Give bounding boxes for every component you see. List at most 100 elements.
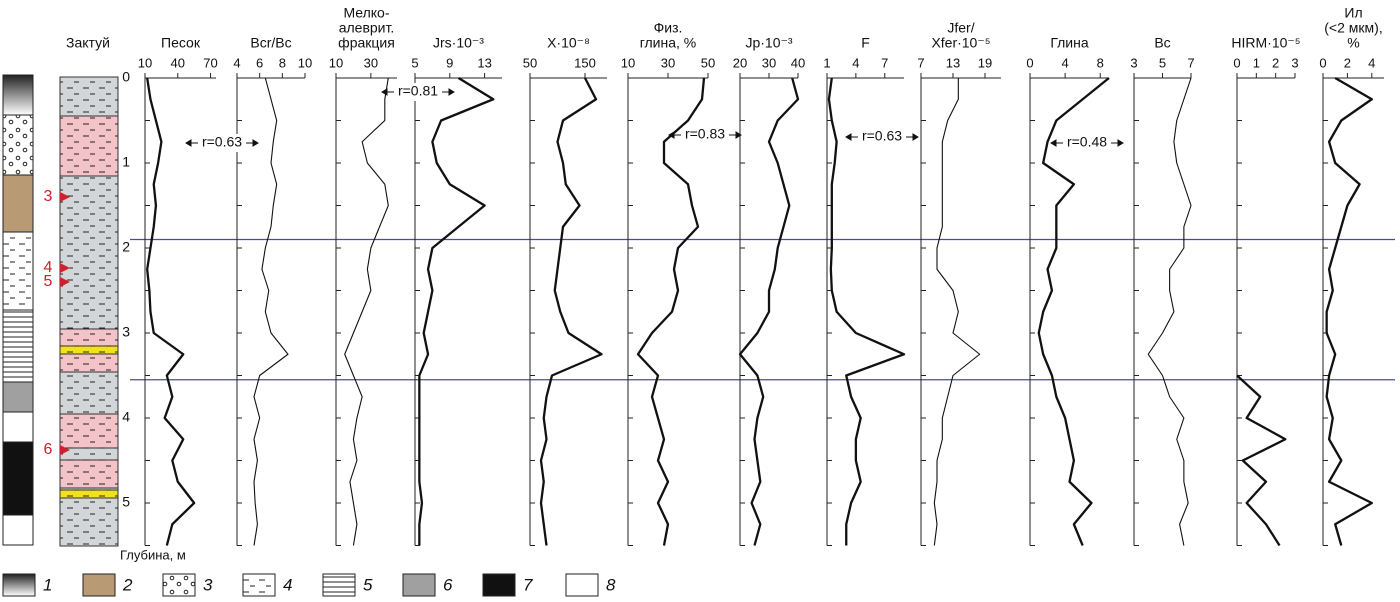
annotation-bg — [860, 128, 904, 146]
sample-label: 5 — [44, 273, 53, 290]
x-tick-label: 9 — [446, 55, 453, 70]
x-tick-label: 4 — [1368, 55, 1375, 70]
x-tick-label: 150 — [574, 55, 596, 70]
annotation-bg — [683, 126, 727, 144]
y-tick-label: 2 — [122, 239, 130, 255]
legend-label: 7 — [523, 575, 533, 594]
x-tick-label: 30 — [364, 55, 378, 70]
x-tick-label: 1 — [823, 55, 830, 70]
panel-title: фракция — [338, 35, 395, 51]
y-tick-label: 0 — [122, 69, 130, 85]
curve — [146, 77, 196, 546]
x-tick-label: 4 — [852, 55, 859, 70]
panel-title: Jfer/ — [947, 20, 974, 36]
x-tick-label: 0 — [1233, 55, 1240, 70]
x-tick-label: 7 — [917, 55, 924, 70]
sample-label: 3 — [44, 188, 53, 205]
panel-title: Физ. — [654, 20, 683, 36]
legend-label: 4 — [283, 575, 292, 594]
x-tick-label: 8 — [1097, 55, 1104, 70]
curve — [418, 77, 495, 546]
x-tick-label: 19 — [978, 55, 992, 70]
annotation-arrow — [1050, 139, 1124, 147]
curve — [539, 77, 603, 546]
x-tick-label: 50 — [701, 55, 715, 70]
annotation-bg — [1065, 134, 1109, 152]
x-tick-label: 2 — [1344, 55, 1351, 70]
x-tick-label: 3 — [1291, 55, 1298, 70]
panel-title: (<2 мкм), — [1324, 20, 1382, 36]
curve — [933, 78, 981, 546]
x-tick-label: 4 — [1061, 55, 1068, 70]
legend-label: 5 — [363, 575, 373, 594]
section-column — [59, 76, 119, 547]
x-tick-label: 40 — [791, 55, 805, 70]
panel-title: Всr/Вс — [250, 35, 291, 51]
curve — [1236, 374, 1287, 547]
x-tick-label: 4 — [233, 55, 240, 70]
x-tick-label: 10 — [329, 55, 343, 70]
x-tick-label: 10 — [138, 55, 152, 70]
x-tick-label: 30 — [762, 55, 776, 70]
x-tick-label: 0 — [1026, 55, 1033, 70]
y-tick-label: 5 — [122, 494, 130, 510]
panel-title: Jp·10⁻³ — [745, 35, 792, 51]
x-tick-label: 10 — [621, 55, 635, 70]
curve — [738, 77, 800, 546]
column-title: Зактуй — [66, 35, 110, 51]
x-tick-label: 40 — [171, 55, 185, 70]
sample-marker — [60, 277, 70, 287]
x-tick-label: 0 — [1319, 55, 1326, 70]
x-tick-label: 1 — [1253, 55, 1260, 70]
x-tick-label: 10 — [298, 55, 312, 70]
panel-title: глина, % — [640, 35, 697, 51]
curve — [827, 77, 906, 546]
lithology-strip — [2, 74, 34, 546]
x-tick-label: 6 — [256, 55, 263, 70]
x-tick-label: 7 — [1187, 55, 1194, 70]
annotation-arrow — [185, 139, 259, 147]
panel-title: Ил — [1344, 5, 1362, 21]
x-tick-label: 2 — [1272, 55, 1279, 70]
sample-label: 6 — [44, 441, 53, 458]
panel-title: Jrs·10⁻³ — [433, 35, 484, 51]
annotation: r=0.48 — [1067, 134, 1107, 150]
curve — [1325, 77, 1373, 546]
x-tick-label: 50 — [523, 55, 537, 70]
legend-label: 1 — [43, 575, 52, 594]
curve — [253, 77, 289, 546]
panel-title: Глина — [1050, 35, 1089, 51]
annotation-arrow — [381, 88, 455, 96]
curve — [344, 77, 389, 546]
x-tick-label: 7 — [881, 55, 888, 70]
legend-label: 2 — [122, 575, 133, 594]
sample-label: 4 — [44, 259, 53, 276]
y-axis-label: Глубина, м — [120, 547, 186, 562]
annotation: r=0.63 — [862, 128, 902, 144]
x-tick-label: 5 — [1159, 55, 1166, 70]
legend-label: 6 — [443, 575, 453, 594]
legend-label: 8 — [606, 575, 616, 594]
x-tick-label: 20 — [733, 55, 747, 70]
y-tick-label: 3 — [122, 324, 130, 340]
x-tick-label: 8 — [279, 55, 286, 70]
panel-title: Мелко- — [343, 5, 389, 21]
panel-title: алеврит. — [339, 20, 395, 36]
x-tick-label: 5 — [411, 55, 418, 70]
annotation: r=0.63 — [202, 134, 242, 150]
panel-title: Вс — [1154, 35, 1170, 51]
annotation: r=0.81 — [398, 83, 438, 99]
annotation-arrow — [668, 131, 742, 139]
panel-title: Песок — [161, 35, 201, 51]
y-tick-label: 4 — [122, 409, 130, 425]
sample-marker — [60, 263, 70, 273]
annotation-bg — [396, 83, 440, 101]
legend-label: 3 — [203, 575, 213, 594]
panel-title: % — [1347, 35, 1359, 51]
curve — [1147, 77, 1192, 546]
curve — [636, 77, 706, 546]
panel-title: X·10⁻⁸ — [547, 35, 590, 51]
panel-title: HIRM·10⁻⁵ — [1231, 35, 1300, 51]
sample-marker — [60, 192, 70, 202]
